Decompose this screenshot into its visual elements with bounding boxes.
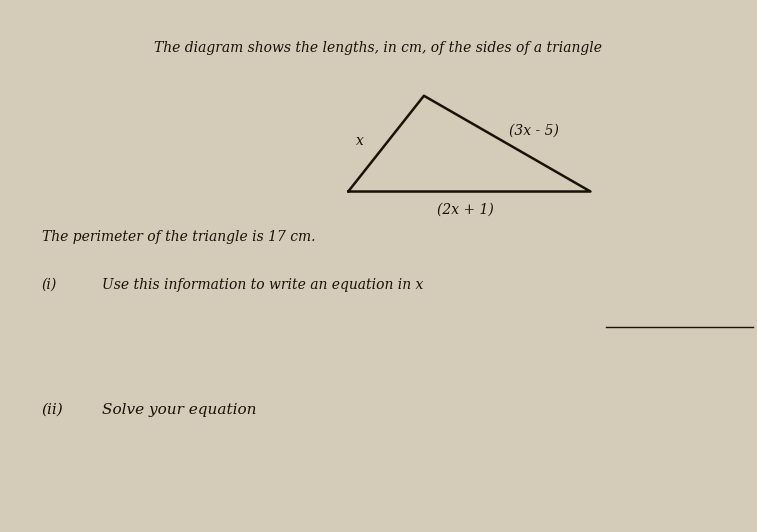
Text: (i): (i) [42,278,57,292]
Text: Solve your equation: Solve your equation [102,403,257,417]
Text: The diagram shows the lengths, in cm, of the sides of a triangle: The diagram shows the lengths, in cm, of… [154,41,603,55]
Text: Use this information to write an equation in x: Use this information to write an equatio… [102,278,424,292]
Text: The perimeter of the triangle is 17 cm.: The perimeter of the triangle is 17 cm. [42,230,315,244]
Text: x: x [356,134,363,148]
Text: (2x + 1): (2x + 1) [438,203,494,217]
Text: (3x - 5): (3x - 5) [509,123,559,137]
Text: (ii): (ii) [42,403,64,417]
